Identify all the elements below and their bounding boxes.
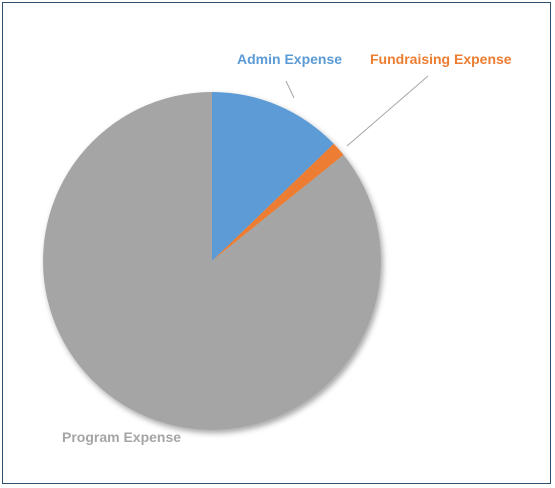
- leader-line: [285, 80, 295, 99]
- data-label-admin-expense: Admin Expense: [237, 51, 342, 67]
- data-label-fundraising-expense: Fundraising Expense: [370, 51, 512, 67]
- pie-slice-admin-expense: [212, 92, 334, 261]
- pie-slice-fundraising-expense: [212, 143, 344, 261]
- data-label-program-expense: Program Expense: [62, 429, 181, 445]
- pie-slice-program-expense: [42, 92, 381, 430]
- leader-line: [346, 75, 429, 147]
